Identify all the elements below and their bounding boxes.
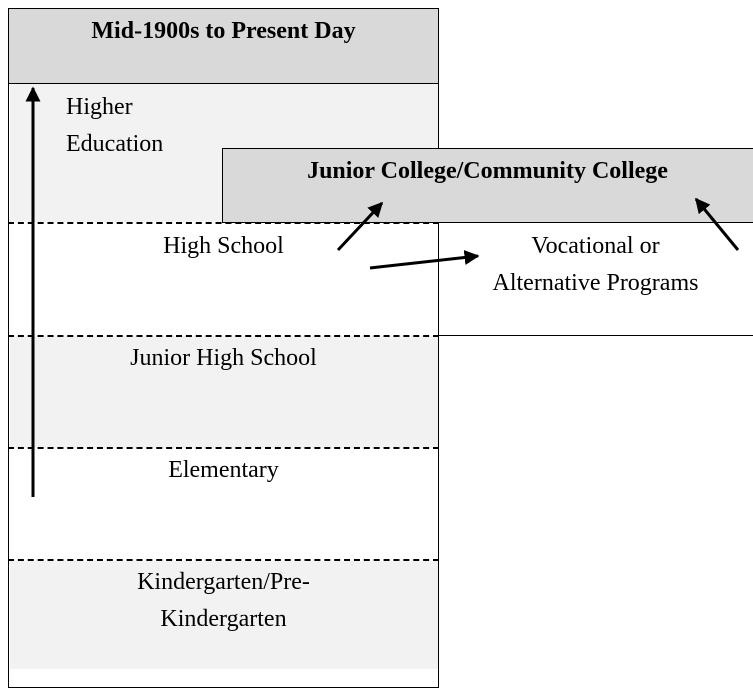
junior-college-box (222, 148, 753, 223)
separator (8, 335, 439, 337)
level-label: Education (66, 131, 164, 157)
separator (8, 559, 439, 561)
level-label: Kindergarten/Pre- (137, 569, 310, 595)
row-bg (9, 336, 438, 448)
level-label: Junior High School (130, 345, 317, 371)
header-title: Mid-1900s to Present Day (91, 18, 356, 44)
level-label: High School (163, 233, 284, 259)
vocational-label: Alternative Programs (492, 270, 699, 296)
level-label: Kindergarten (160, 606, 287, 632)
level-label: Elementary (168, 457, 279, 483)
arrow (336, 201, 384, 252)
junior-college-title: Junior College/Community College (307, 158, 668, 184)
level-label: Higher (66, 94, 133, 120)
vocational-box (438, 222, 753, 336)
page: {"header": {"title": "Mid-1900s to Prese… (8, 8, 753, 688)
arrow (694, 197, 740, 251)
separator (8, 222, 439, 224)
separator (8, 447, 439, 449)
vocational-label: Vocational or (531, 233, 660, 259)
row-bg (9, 561, 438, 669)
arrows (25, 86, 740, 497)
arrow (369, 250, 480, 270)
header-box (8, 8, 439, 84)
